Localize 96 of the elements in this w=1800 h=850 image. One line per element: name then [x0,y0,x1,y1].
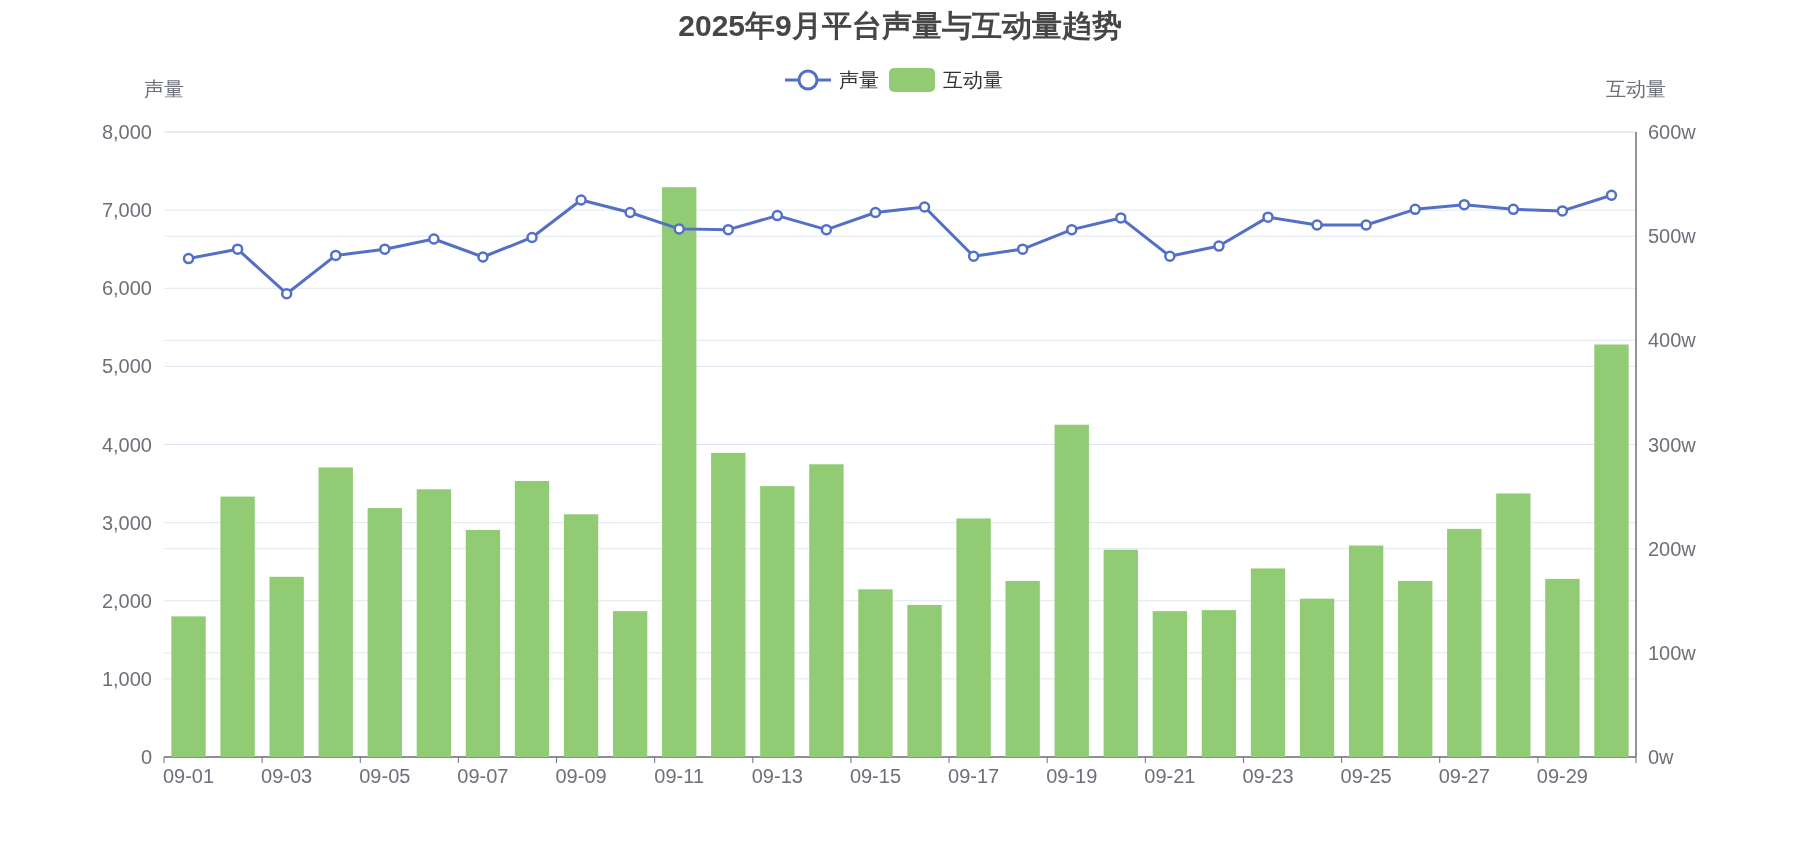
bar [1054,424,1089,757]
point [1360,219,1372,231]
bar [1594,344,1629,757]
point [1115,212,1127,224]
bar [318,467,353,757]
y-tick-label: 5,000 [101,355,152,378]
bar [1348,545,1384,757]
point [1262,211,1274,223]
y2-axis-title: 互动量 [1606,78,1666,100]
y2-tick-label: 100w [1648,641,1697,664]
x-tick-label: 09-07 [457,765,509,787]
bar [662,187,697,757]
y2-tick-label: 500w [1648,225,1697,248]
x-tick-label: 09-11 [654,765,705,787]
point [771,209,784,222]
point [379,243,391,255]
x-tick-label: 09-25 [1340,765,1392,787]
y-tick-label: 8,000 [101,121,152,143]
y-tick-label: 0 [140,746,152,768]
point [820,223,833,236]
point [1605,189,1618,202]
bar [1005,580,1040,757]
x-tick-label: 09-23 [1242,765,1294,787]
x-tick-label: 09-03 [261,765,313,787]
bar [1398,580,1433,757]
x-tick-label: 09-27 [1438,765,1490,787]
bar [711,452,746,757]
point [1409,203,1421,216]
x-tick-label: 09-05 [359,765,411,787]
point [231,243,244,255]
x-tick-label: 09-13 [751,765,803,787]
bar [809,464,844,757]
point [1507,203,1520,216]
point [918,201,931,213]
point [1164,250,1176,262]
point [1016,243,1029,255]
x-tick-label: 09-21 [1144,765,1196,787]
bar [220,496,255,757]
legend-label: 声量 [839,69,879,91]
y2-tick-label: 600w [1648,121,1697,143]
bar [760,486,795,757]
bar [907,604,942,757]
point [624,206,636,219]
y-tick-label: 4,000 [101,433,152,456]
point [575,194,587,206]
bar [858,589,893,757]
x-tick-label: 09-17 [948,765,1000,787]
point [329,249,342,262]
point [722,223,735,236]
bar [1447,528,1482,757]
y-tick-label: 6,000 [101,277,152,300]
point [869,206,882,219]
chart-title: 2025年9月平台声量与互动量趋势 [678,9,1122,42]
x-tick-label: 09-29 [1536,765,1588,787]
y-tick-label: 2,000 [101,589,152,612]
point [428,233,440,245]
point [280,287,293,300]
bar [956,518,991,757]
x-tick-label: 09-15 [849,765,902,787]
y2-tick-label: 400w [1648,329,1697,352]
y2-tick-label: 200w [1648,537,1697,560]
bar [171,616,206,757]
point [1458,198,1471,211]
point [673,223,685,235]
bar [1201,610,1237,757]
y-tick-label: 3,000 [101,511,152,534]
point [1556,205,1569,217]
bar [612,611,648,757]
x-tick-label: 09-01 [162,765,215,787]
y-tick-label: 1,000 [101,667,152,690]
bar [1545,578,1580,757]
bar [514,480,550,757]
bar [1152,611,1188,757]
x-tick-label: 09-19 [1046,765,1098,787]
y2-tick-label: 0w [1648,746,1675,768]
bar [465,529,501,757]
bar [1250,568,1286,757]
point [182,252,195,265]
point [477,251,489,263]
point [1311,219,1323,231]
bar [1299,598,1335,757]
point [1213,240,1225,252]
point [1065,223,1078,236]
y2-tick-label: 300w [1648,433,1697,456]
bar [416,489,452,757]
y-tick-label: 7,000 [101,199,152,222]
bar [563,514,599,757]
bar [367,508,402,757]
bar [1103,549,1138,757]
x-tick-label: 09-09 [555,765,607,787]
point [526,231,538,244]
bar [269,576,304,757]
legend-label: 互动量 [943,69,1003,91]
point [967,250,980,262]
y-axis-title: 声量 [144,78,184,100]
bar [1496,493,1531,757]
